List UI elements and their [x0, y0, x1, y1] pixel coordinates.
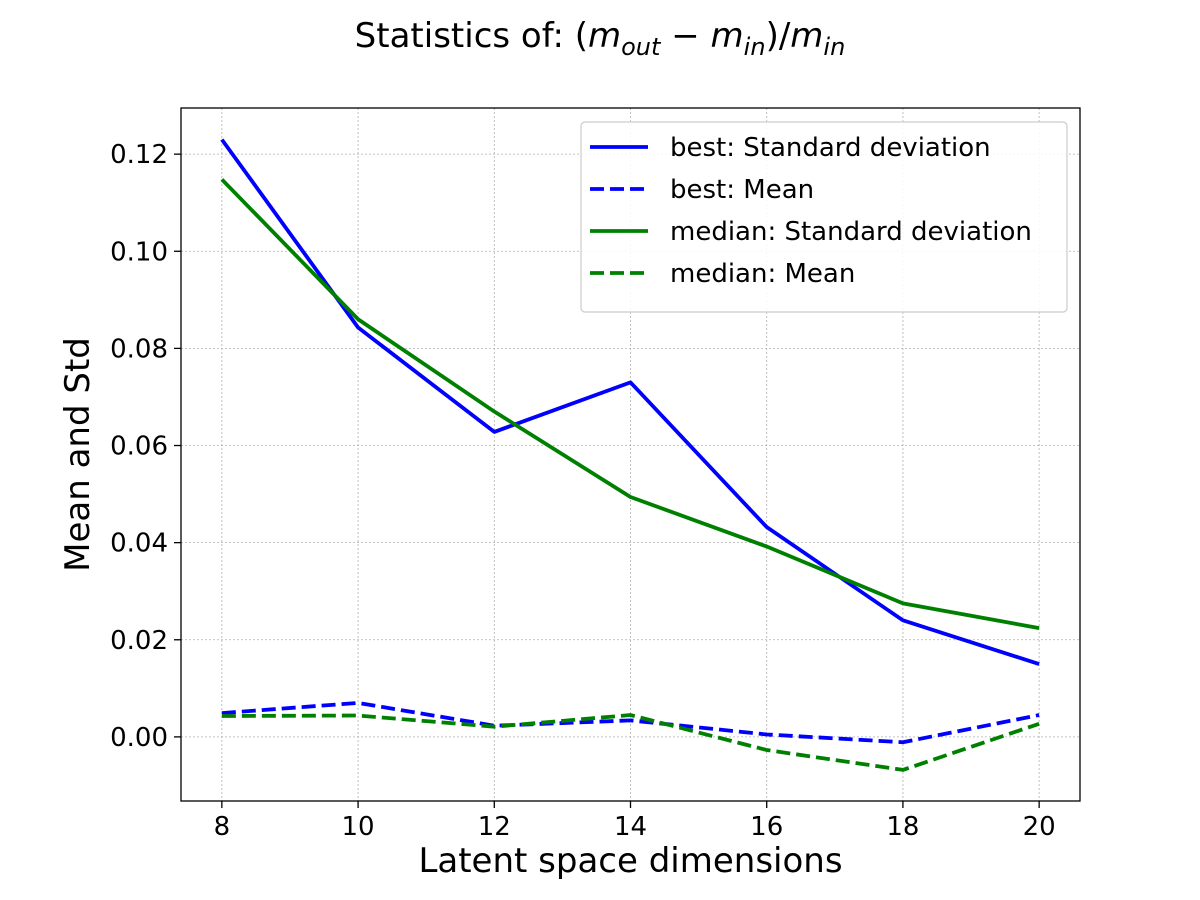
- legend-box: [580, 121, 1068, 313]
- x-tick-label-0: 8: [214, 812, 231, 842]
- series-line-2: [220, 178, 1040, 630]
- y-tick-label-0: 0.00: [110, 723, 168, 753]
- chart-title-prefix: Statistics of:: [355, 16, 575, 56]
- chart-title-math-8: in: [823, 33, 845, 61]
- chart-title-math-7: m: [790, 16, 823, 56]
- y-tick-label-6: 0.12: [110, 140, 168, 170]
- legend: best: Standard deviation best: Mean median…: [580, 121, 1068, 313]
- chart-title-math-5: in: [744, 33, 766, 61]
- chart-title: Statistics of: (mout − min)/min: [355, 16, 846, 61]
- legend-label-0: best: Standard deviation: [670, 133, 991, 163]
- x-tick-label-5: 18: [886, 812, 919, 842]
- series-line-3: [221, 713, 1040, 772]
- chart-title-math-1: m: [588, 16, 621, 56]
- chart-title-math-0: (: [575, 16, 588, 56]
- legend-label-2: median: Standard deviation: [670, 217, 1032, 247]
- chart-title-math-2: out: [621, 33, 662, 61]
- x-tick-label-6: 20: [1023, 812, 1056, 842]
- y-tick-label-1: 0.02: [110, 626, 168, 656]
- series-line-0: [220, 138, 1040, 666]
- legend-label-3: median: Mean: [670, 259, 855, 289]
- x-axis-label: Latent space dimensions: [418, 841, 842, 881]
- legend-label-1: best: Mean: [670, 175, 814, 205]
- y-tick-label-4: 0.08: [110, 334, 168, 364]
- chart-title-math-4: m: [711, 16, 744, 56]
- y-tick-label-5: 0.10: [110, 237, 168, 267]
- y-axis-label: Mean and Std: [58, 337, 98, 572]
- x-axis-ticks: 8 10 12 14 16 18 20: [214, 801, 1056, 842]
- y-tick-label-2: 0.04: [110, 529, 168, 559]
- y-axis-ticks: 0.00 0.02 0.04 0.06 0.08 0.10 0.12: [110, 140, 181, 753]
- chart-title-math-6: )/: [766, 16, 791, 56]
- series-line-1: [221, 701, 1040, 745]
- x-tick-label-2: 12: [478, 812, 511, 842]
- x-tick-label-1: 10: [342, 812, 375, 842]
- x-tick-label-4: 16: [750, 812, 783, 842]
- x-tick-label-3: 14: [614, 812, 647, 842]
- y-tick-label-3: 0.06: [110, 432, 168, 462]
- chart-title-math-3: −: [660, 16, 710, 56]
- series-lines: [220, 138, 1040, 772]
